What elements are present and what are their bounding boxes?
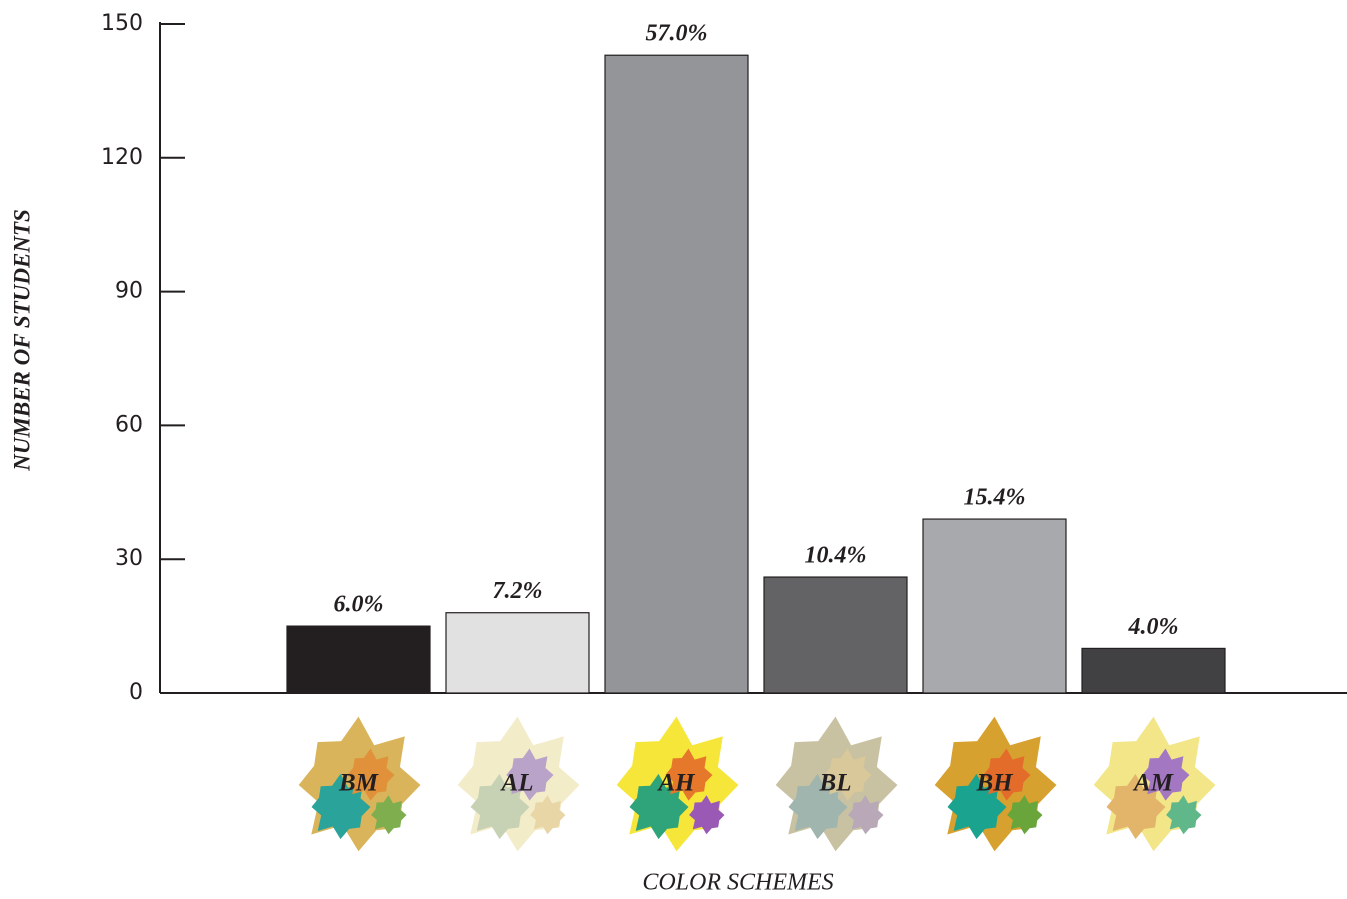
x-tick-label: AM [1132, 770, 1174, 797]
map-region [665, 748, 713, 801]
x-tick-label: BL [819, 770, 852, 797]
map-region [824, 748, 872, 801]
y-tick-label: 150 [101, 11, 143, 36]
bar-label: 15.4% [964, 485, 1026, 511]
map-region [1166, 795, 1202, 835]
y-tick-label: 120 [101, 145, 143, 170]
map-region [530, 795, 566, 835]
scheme-thumbnail [1093, 716, 1216, 852]
x-tick-label: AH [656, 770, 696, 797]
scheme-thumbnail [457, 716, 580, 852]
bar [286, 625, 431, 694]
bar [763, 576, 908, 694]
bar [1081, 647, 1226, 694]
scheme-thumbnail [934, 716, 1057, 852]
bar-label: 6.0% [334, 592, 384, 618]
bar-label: 4.0% [1128, 614, 1179, 640]
bar-label: 10.4% [805, 543, 867, 569]
bar-label: 57.0% [646, 21, 708, 47]
map-region [1007, 795, 1043, 835]
bar [604, 54, 749, 694]
map-region [347, 748, 395, 801]
bar-label: 7.2% [493, 578, 543, 604]
map-region [1142, 748, 1190, 801]
y-tick-label: 0 [129, 680, 143, 705]
map-region [983, 748, 1031, 801]
bar [922, 518, 1067, 694]
y-tick-label: 30 [115, 546, 143, 571]
x-tick-label: BM [338, 770, 379, 797]
y-tick-label: 90 [115, 279, 143, 304]
x-tick-label: BH [975, 770, 1014, 797]
map-region [506, 748, 554, 801]
scheme-thumbnail [775, 716, 898, 852]
x-axis-label: COLOR SCHEMES [642, 870, 833, 896]
y-axis-label: NUMBER OF STUDENTS [9, 209, 34, 472]
map-region [689, 795, 725, 835]
scheme-thumbnail [616, 716, 739, 852]
x-tick-label: AL [500, 770, 534, 797]
map-region [848, 795, 884, 835]
scheme-thumbnail [298, 716, 421, 852]
y-tick-label: 60 [115, 412, 143, 437]
bar [445, 612, 590, 694]
map-region [371, 795, 407, 835]
